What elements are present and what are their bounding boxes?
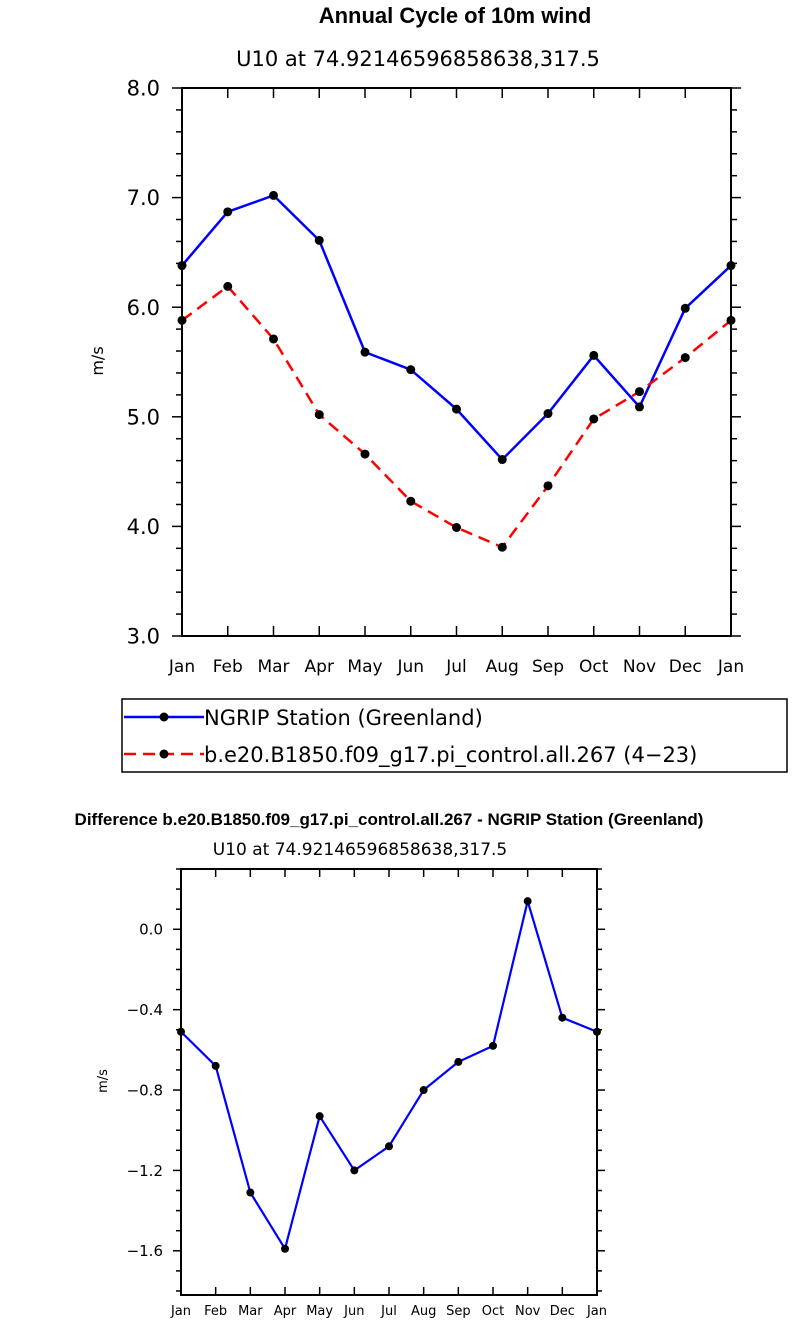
- y-tick-label: 3.0: [127, 625, 160, 649]
- x-tick-label: Sep: [446, 1304, 471, 1319]
- x-tick-label: Nov: [515, 1304, 541, 1319]
- data-point: [350, 1166, 359, 1175]
- data-point: [454, 1057, 463, 1066]
- x-tick-label: Dec: [550, 1304, 575, 1319]
- x-tick-label: Jan: [170, 1304, 191, 1319]
- data-point: [589, 414, 599, 424]
- data-point: [269, 190, 278, 200]
- plot-frame: [181, 87, 732, 637]
- data-point: [497, 542, 507, 552]
- x-tick-label: Nov: [623, 657, 656, 677]
- y-tick-label: −1.2: [127, 1162, 163, 1180]
- legend-swatch-marker: [159, 749, 169, 759]
- data-point: [558, 1013, 567, 1022]
- data-point: [360, 449, 370, 459]
- y-tick-label: 8.0: [127, 77, 160, 101]
- data-point: [385, 1142, 393, 1151]
- legend-box: [121, 698, 788, 773]
- y-axis-label: m/s: [96, 1069, 111, 1093]
- data-point: [314, 410, 324, 420]
- data-point: [635, 402, 644, 412]
- legend-entry-ngrip: NGRIP Station (Greenland): [124, 706, 483, 730]
- x-tick-label: Jul: [445, 657, 467, 677]
- data-point: [489, 1041, 497, 1050]
- data-point: [543, 409, 553, 419]
- data-point: [406, 365, 416, 375]
- chart-subtitle: U10 at 74.92146596858638,317.5: [213, 840, 508, 860]
- legend-label: b.e20.B1850.f09_g17.pi_control.all.267 (…: [204, 743, 697, 768]
- legend: NGRIP Station (Greenland) b.e20.B1850.f0…: [121, 698, 788, 773]
- data-point: [314, 235, 324, 245]
- x-tick-label: Jan: [717, 657, 744, 677]
- chart-title: Difference b.e20.B1850.f09_g17.pi_contro…: [75, 810, 704, 829]
- data-point: [523, 897, 532, 906]
- x-tick-label: Dec: [669, 657, 702, 677]
- data-point: [497, 455, 507, 465]
- y-tick-label: −0.8: [127, 1081, 163, 1099]
- x-tick-label: Jan: [168, 657, 195, 677]
- data-point: [452, 404, 461, 414]
- legend-swatch-marker: [159, 712, 169, 722]
- data-point: [419, 1086, 428, 1095]
- y-tick-label: −0.4: [127, 1001, 163, 1019]
- y-tick-label: 0.0: [139, 921, 163, 939]
- chart-subtitle: U10 at 74.92146596858638,317.5: [236, 47, 600, 71]
- x-tick-label: Apr: [274, 1304, 297, 1319]
- x-tick-label: Jan: [586, 1304, 607, 1319]
- data-point: [246, 1188, 255, 1197]
- x-tick-label: Jul: [380, 1304, 397, 1319]
- data-point: [543, 481, 553, 491]
- y-tick-label: 6.0: [127, 296, 160, 320]
- x-tick-label: Mar: [257, 657, 289, 677]
- data-point: [680, 303, 690, 313]
- data-point: [211, 1061, 220, 1070]
- series-line-1: [181, 285, 732, 549]
- series-lines: [177, 190, 736, 552]
- series-line-0: [181, 194, 732, 461]
- y-tick-label: 7.0: [127, 186, 160, 210]
- data-point: [589, 350, 599, 360]
- data-point: [360, 347, 370, 357]
- axis-ticks: [172, 87, 741, 637]
- x-tick-label: Jun: [343, 1304, 364, 1319]
- x-tick-label: Feb: [213, 657, 243, 677]
- data-point: [269, 334, 278, 344]
- x-tick-label: Sep: [532, 657, 564, 677]
- tick-labels: Jan Feb Mar Apr May Jun Jul Aug Sep Oct Nov Dec Jan 3…: [127, 77, 745, 677]
- x-tick-label: May: [306, 1304, 333, 1319]
- chart-title: Annual Cycle of 10m wind: [319, 3, 592, 28]
- x-tick-label: May: [347, 657, 382, 677]
- data-point: [635, 387, 644, 397]
- legend-entry-model: b.e20.B1850.f09_g17.pi_control.all.267 (…: [124, 743, 697, 768]
- difference-chart: Difference b.e20.B1850.f09_g17.pi_contro…: [75, 810, 704, 1319]
- data-point: [223, 281, 233, 291]
- annual-cycle-chart: Annual Cycle of 10m wind U10 at 74.92146…: [88, 3, 788, 773]
- data-point: [315, 1112, 324, 1121]
- plot-frame: [180, 868, 598, 1296]
- x-tick-label: Feb: [204, 1304, 227, 1319]
- data-point: [406, 496, 416, 506]
- axis-ticks: [173, 868, 605, 1295]
- x-tick-label: Apr: [305, 657, 334, 677]
- data-point: [223, 207, 233, 217]
- series-line-0: [180, 900, 598, 1250]
- tick-labels: Jan Feb Mar Apr May Jun Jul Aug Sep Oct Nov Dec Jan −…: [127, 921, 607, 1319]
- x-tick-label: Oct: [579, 657, 609, 677]
- x-tick-label: Jun: [396, 657, 424, 677]
- x-tick-label: Oct: [482, 1304, 504, 1319]
- data-point: [281, 1244, 289, 1253]
- y-tick-label: 4.0: [127, 515, 160, 539]
- x-tick-label: Aug: [486, 657, 519, 677]
- data-point: [452, 522, 461, 532]
- y-tick-label: −1.6: [127, 1242, 163, 1260]
- series-lines: [177, 897, 601, 1253]
- y-tick-label: 5.0: [127, 405, 160, 429]
- legend-label: NGRIP Station (Greenland): [204, 706, 483, 730]
- x-tick-label: Mar: [238, 1304, 263, 1319]
- x-tick-label: Aug: [411, 1304, 436, 1319]
- data-point: [680, 353, 690, 363]
- y-axis-label: m/s: [88, 346, 107, 375]
